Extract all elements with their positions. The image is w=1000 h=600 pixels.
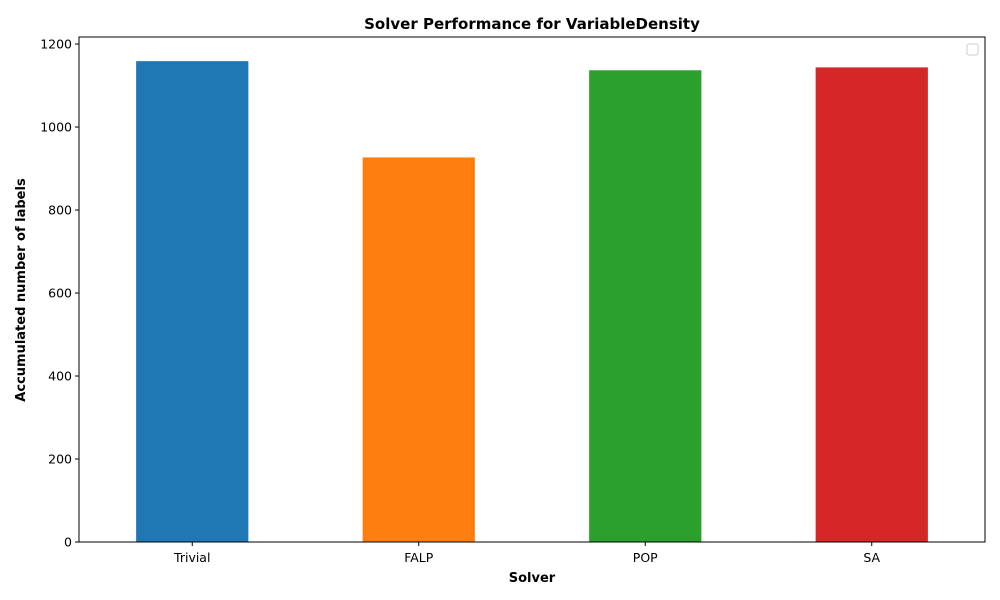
axes-layer: Trivial FALP POP SA 0 200 400 600 800 1000 1200 [40,36,986,565]
legend-box [966,43,979,56]
x-tick-label-sa: SA [863,550,880,565]
bars-layer [135,60,929,543]
y-tick-label-1000: 1000 [40,120,72,135]
bar-falp [361,156,476,543]
x-tick-label-falp: FALP [404,550,434,565]
x-tick-label-trivial: Trivial [173,550,210,565]
bar-trivial [135,60,250,543]
bar-pop [588,69,703,543]
y-tick-label-1200: 1200 [40,37,72,52]
y-tick-label-200: 200 [48,452,72,467]
x-axis-label: Solver [509,571,556,586]
plot-frame [78,36,986,543]
chart-title: Solver Performance for VariableDensity [364,15,700,33]
y-tick-label-600: 600 [48,286,72,301]
y-tick-label-400: 400 [48,369,72,384]
x-tick-label-pop: POP [633,550,658,565]
y-axis-label: Accumulated number of labels [14,178,29,402]
y-tick-label-800: 800 [48,203,72,218]
y-tick-label-0: 0 [64,535,72,550]
bar-sa [814,66,929,543]
